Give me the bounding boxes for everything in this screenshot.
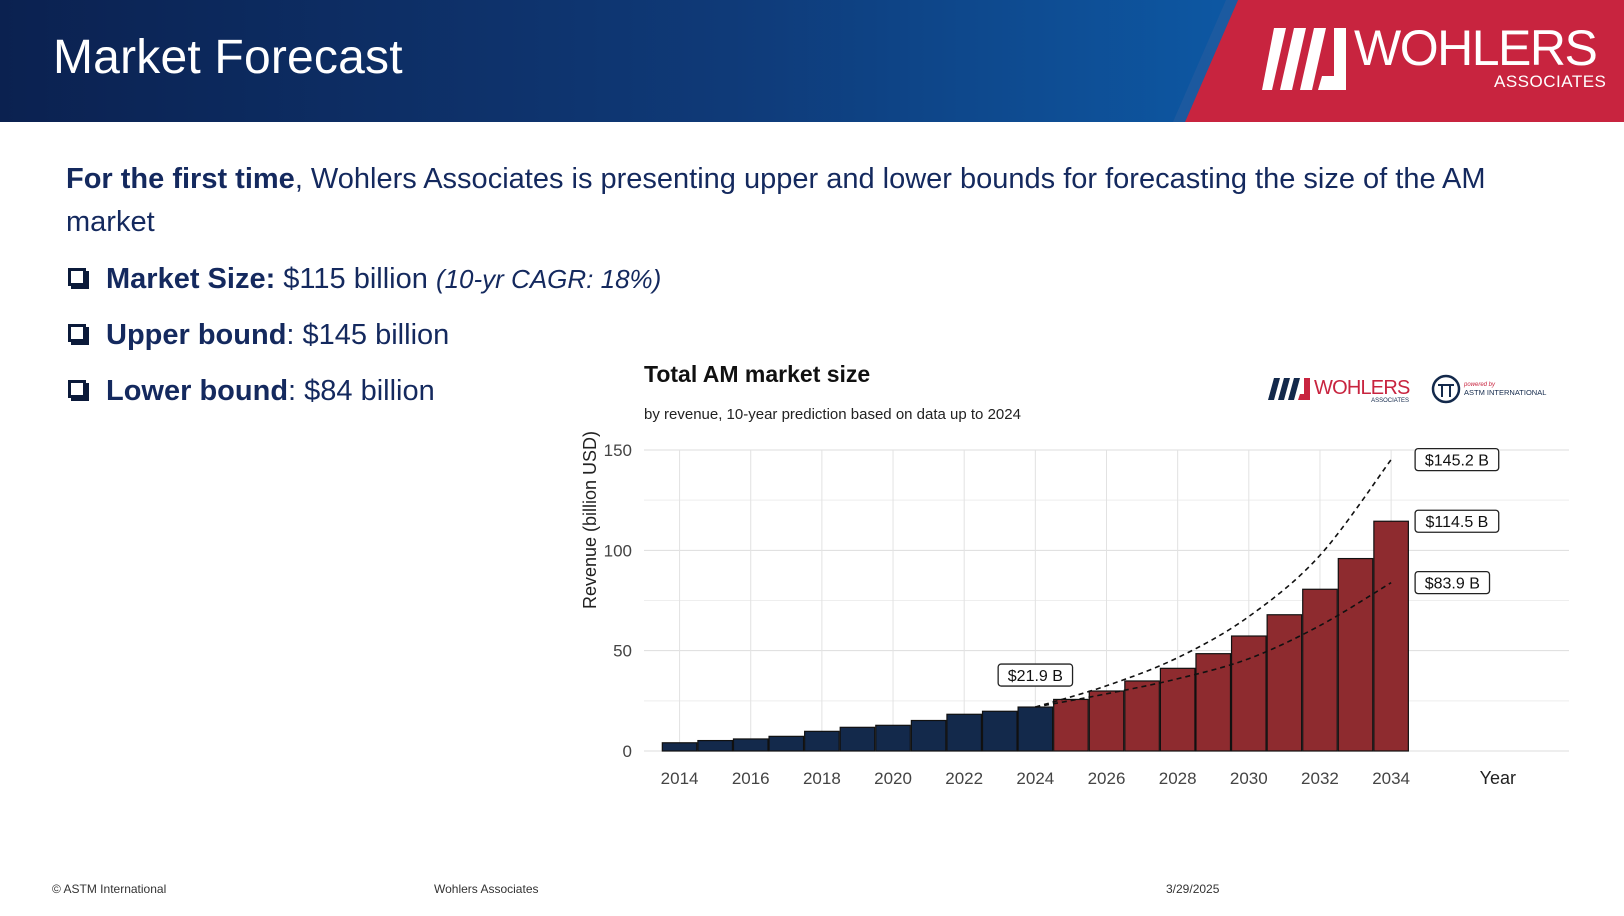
chart-logo-astm: powered by ASTM INTERNATIONAL bbox=[1431, 374, 1546, 404]
data-label-text: $145.2 B bbox=[1425, 453, 1489, 470]
intro-text: For the first time, Wohlers Associates i… bbox=[66, 158, 1566, 244]
footer-date: 3/29/2025 bbox=[1166, 882, 1220, 896]
x-tick-label: 2016 bbox=[732, 769, 770, 788]
checkbox-bullet-icon bbox=[68, 324, 86, 342]
bullet-value: : $84 billion bbox=[288, 375, 435, 407]
chart-annotations: $21.9 B $145.2 B $114.5 B $83.9 B bbox=[997, 447, 1500, 687]
logo-wordmark: WOHLERS bbox=[1354, 20, 1598, 76]
bar-2028 bbox=[1159, 667, 1196, 752]
data-label-text: $21.9 B bbox=[1008, 668, 1063, 685]
x-tick-label: 2034 bbox=[1372, 769, 1410, 788]
bar-2027 bbox=[1124, 680, 1160, 752]
bar-2019 bbox=[839, 726, 876, 752]
checkbox-bullet-icon bbox=[68, 268, 86, 286]
bar-2031 bbox=[1266, 614, 1303, 752]
y-tick-label: 0 bbox=[623, 742, 632, 761]
logo-stripe-icon bbox=[1278, 378, 1290, 400]
bar-2030 bbox=[1230, 635, 1267, 752]
x-tick-label: 2020 bbox=[874, 769, 912, 788]
bar-2015 bbox=[697, 739, 734, 752]
checkbox-bullet-icon bbox=[68, 380, 86, 398]
bullet-lower-bound: Lower bound: $84 billion bbox=[66, 370, 661, 426]
bullet-upper-bound: Upper bound: $145 billion bbox=[66, 314, 661, 370]
bar-2026 bbox=[1088, 690, 1125, 752]
bullet-label: Market Size: bbox=[106, 263, 276, 295]
x-tick-label: 2026 bbox=[1088, 769, 1126, 788]
bullet-market-size: Market Size: $115 billion (10-yr CAGR: 1… bbox=[66, 258, 661, 314]
x-tick-label: 2028 bbox=[1159, 769, 1197, 788]
data-label-box bbox=[1414, 447, 1500, 472]
bar-2016 bbox=[732, 738, 769, 752]
bar-2018 bbox=[804, 730, 840, 752]
astm-seal-icon bbox=[1431, 374, 1461, 404]
data-label: $21.9 B bbox=[997, 663, 1074, 687]
x-tick-label: 2030 bbox=[1230, 769, 1268, 788]
bullet-value: : $145 billion bbox=[286, 319, 450, 351]
astm-seal-mark-icon bbox=[1438, 384, 1454, 397]
x-axis-label: Year bbox=[1480, 768, 1516, 788]
header-banner: Market Forecast WOHLERS ASSOCIATES bbox=[0, 0, 1624, 122]
chart-axes: 0 50 100 150 2014 2016 2018 2020 2022 2024 2026 202… bbox=[604, 441, 1410, 788]
logo-stripe-icon bbox=[1268, 378, 1280, 400]
market-size-chart: Total AM market size by revenue, 10-year… bbox=[574, 352, 1574, 822]
x-tick-label: 2022 bbox=[945, 769, 983, 788]
chart-grid bbox=[644, 449, 1569, 752]
data-label: $83.9 B bbox=[1414, 570, 1491, 595]
bullet-label: Lower bound bbox=[106, 375, 289, 407]
y-axis-label: Revenue (billion USD) bbox=[580, 431, 600, 609]
bullet-note: (10-yr CAGR: 18%) bbox=[435, 264, 662, 294]
logo-stripe-icon bbox=[1298, 378, 1310, 400]
bullet-list: Market Size: $115 billion (10-yr CAGR: 1… bbox=[66, 258, 661, 426]
data-label-box bbox=[997, 663, 1074, 687]
wohlers-logo-icon bbox=[1262, 28, 1346, 90]
bar-2025 bbox=[1053, 698, 1089, 752]
bound-line-lower bbox=[1035, 581, 1392, 708]
bar-2029 bbox=[1195, 653, 1232, 752]
data-label: $145.2 B bbox=[1414, 447, 1500, 472]
chart-bound-lines bbox=[1035, 459, 1392, 708]
data-label-text: $83.9 B bbox=[1425, 576, 1480, 593]
bound-line-upper bbox=[1035, 459, 1392, 708]
bar-2032 bbox=[1302, 588, 1338, 752]
bar-2020 bbox=[875, 724, 911, 752]
data-label-box bbox=[1414, 570, 1491, 595]
logo-stripe-icon bbox=[1288, 378, 1300, 400]
chart-title: Total AM market size bbox=[644, 361, 870, 387]
chart-canvas: Total AM market size by revenue, 10-year… bbox=[580, 361, 1569, 788]
x-tick-label: 2014 bbox=[661, 769, 699, 788]
intro-body: , Wohlers Associates is presenting upper… bbox=[66, 163, 1486, 238]
chart-logo-word: WOHLERS bbox=[1314, 377, 1410, 399]
chart-logo-wohlers: WOHLERS ASSOCIATES bbox=[1268, 377, 1411, 404]
astm-powered-by: powered by bbox=[1463, 382, 1496, 388]
bar-2021 bbox=[910, 719, 947, 752]
y-tick-label: 100 bbox=[604, 541, 632, 560]
y-tick-label: 50 bbox=[613, 642, 632, 661]
intro-emphasis: For the first time bbox=[66, 163, 295, 195]
chart-logo-sub: ASSOCIATES bbox=[1371, 398, 1409, 404]
bar-2022 bbox=[946, 713, 983, 752]
data-label-text: $114.5 B bbox=[1425, 514, 1488, 531]
bar-2033 bbox=[1337, 557, 1374, 752]
page-title: Market Forecast bbox=[53, 31, 403, 84]
x-tick-label: 2032 bbox=[1301, 769, 1339, 788]
bullet-value: $115 billion bbox=[275, 263, 436, 295]
astm-name: ASTM INTERNATIONAL bbox=[1464, 388, 1546, 397]
footer-copyright: © ASTM International bbox=[52, 882, 167, 896]
chart-subtitle: by revenue, 10-year prediction based on … bbox=[644, 406, 1021, 423]
bar-2023 bbox=[981, 710, 1018, 752]
bar-2014 bbox=[661, 742, 698, 752]
bullet-label: Upper bound bbox=[106, 319, 287, 351]
data-label: $114.5 B bbox=[1414, 509, 1500, 533]
bar-2017 bbox=[768, 735, 805, 752]
data-label-box bbox=[1414, 509, 1500, 533]
x-tick-label: 2018 bbox=[803, 769, 841, 788]
bar-2024 bbox=[1017, 706, 1054, 752]
y-tick-label: 150 bbox=[604, 441, 632, 460]
x-tick-label: 2024 bbox=[1016, 769, 1054, 788]
bar-2034 bbox=[1373, 520, 1409, 752]
footer-company: Wohlers Associates bbox=[434, 882, 539, 896]
logo-subtitle: ASSOCIATES bbox=[1494, 72, 1607, 91]
